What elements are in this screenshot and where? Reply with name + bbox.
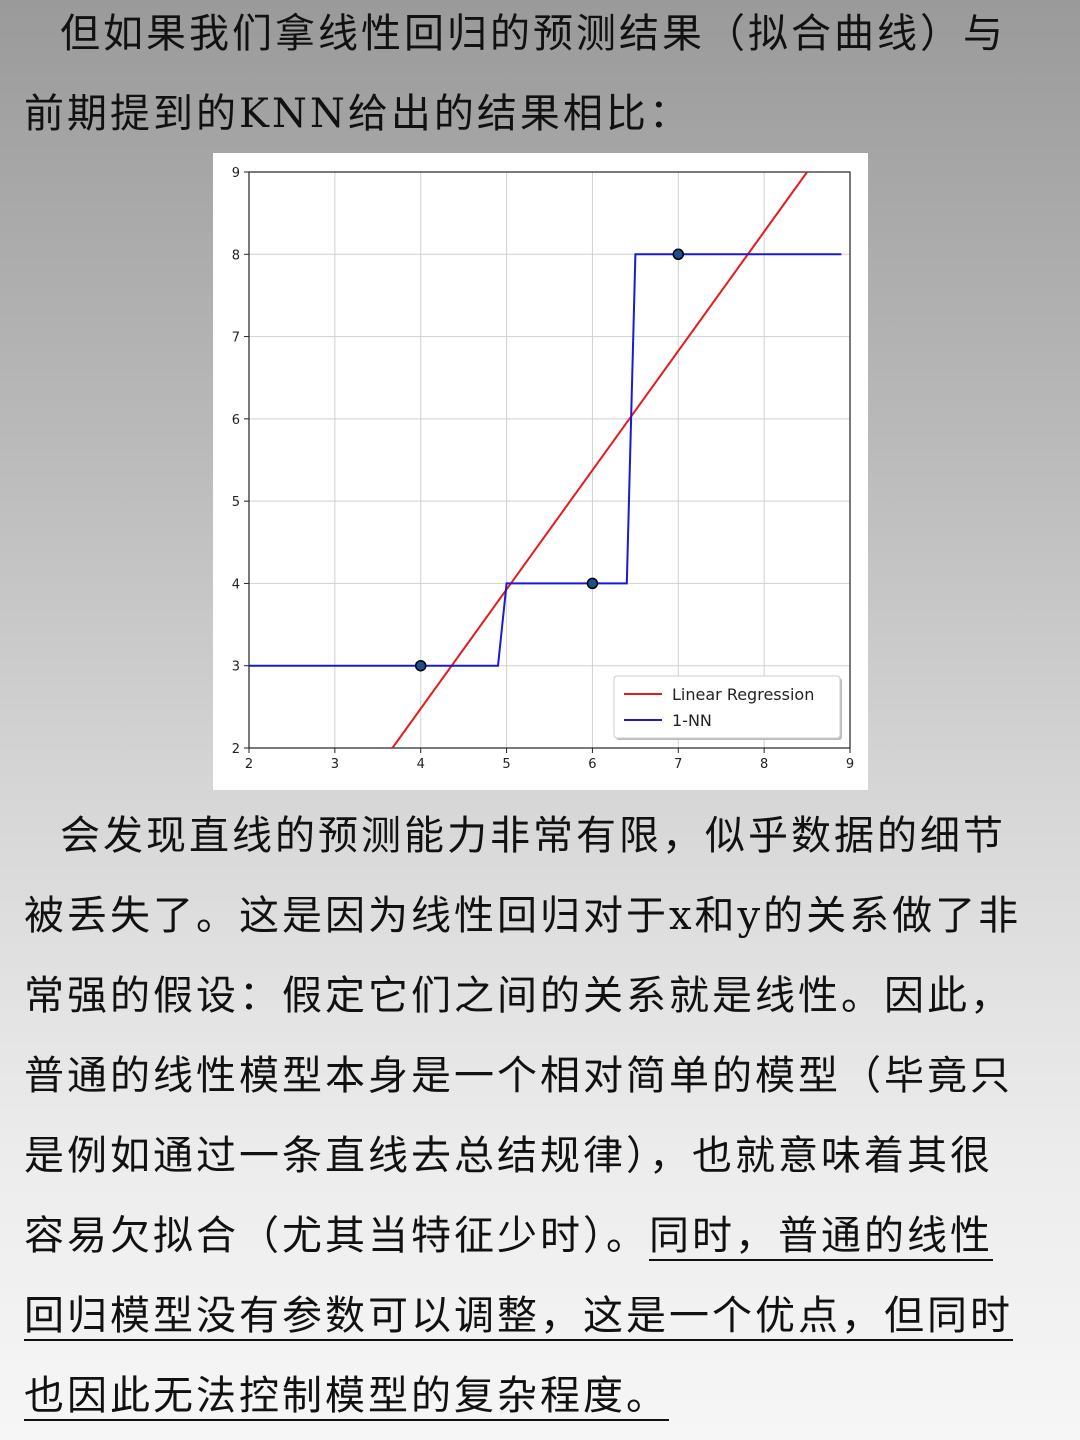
y-tick-label: 2: [232, 742, 240, 757]
x-tick-label: 8: [760, 757, 768, 772]
x-tick-label: 9: [846, 757, 854, 772]
series-line-1: [391, 172, 808, 748]
chart-svg: 2 3 4 5 6 7 8 9 2 3 4 5 6 7 8 9 Linear Regression 1-NN: [232, 166, 854, 772]
y-tick-label: 9: [232, 166, 240, 181]
y-tick-label: 4: [232, 577, 240, 592]
x-tick-label: 6: [588, 757, 596, 772]
x-tick-label: 2: [245, 757, 253, 772]
intro-text: 但如果我们拿线性回归的预测结果（拟合曲线）与前期提到的KNN给出的结果相比：: [24, 11, 1006, 137]
body-text: 会发现直线的预测能力非常有限，似乎数据的细节被丢失了。这是因为线性回归对于x和y…: [24, 813, 1022, 1259]
y-tick-label: 8: [232, 248, 240, 263]
plot-frame: [248, 171, 851, 749]
data-point: [672, 248, 685, 261]
legend-label-2: 1-NN: [672, 711, 712, 730]
intro-paragraph: 但如果我们拿线性回归的预测结果（拟合曲线）与前期提到的KNN给出的结果相比：: [24, 0, 1034, 154]
x-tick-label: 7: [674, 757, 682, 772]
y-tick-label: 6: [232, 413, 240, 428]
y-tick-label: 7: [232, 331, 240, 346]
x-tick-label: 3: [331, 757, 339, 772]
body-paragraph: 会发现直线的预测能力非常有限，似乎数据的细节被丢失了。这是因为线性回归对于x和y…: [24, 796, 1034, 1436]
data-point: [586, 577, 599, 590]
y-tick-label: 3: [232, 660, 240, 675]
data-point: [414, 659, 427, 672]
x-tick-label: 4: [417, 757, 425, 772]
y-tick-label: 5: [232, 495, 240, 510]
chart: 2 3 4 5 6 7 8 9 2 3 4 5 6 7 8 9 Linear Regression 1-NN: [213, 153, 868, 790]
legend-label-1: Linear Regression: [672, 685, 814, 704]
underlined-text: 同时，普通的线性回归模型没有参数可以调整，这是一个优点，但同时也因此无法控制模型…: [24, 1213, 1013, 1419]
x-tick-label: 5: [502, 757, 510, 772]
series-line-2: [249, 253, 842, 667]
legend-box: [613, 675, 841, 739]
